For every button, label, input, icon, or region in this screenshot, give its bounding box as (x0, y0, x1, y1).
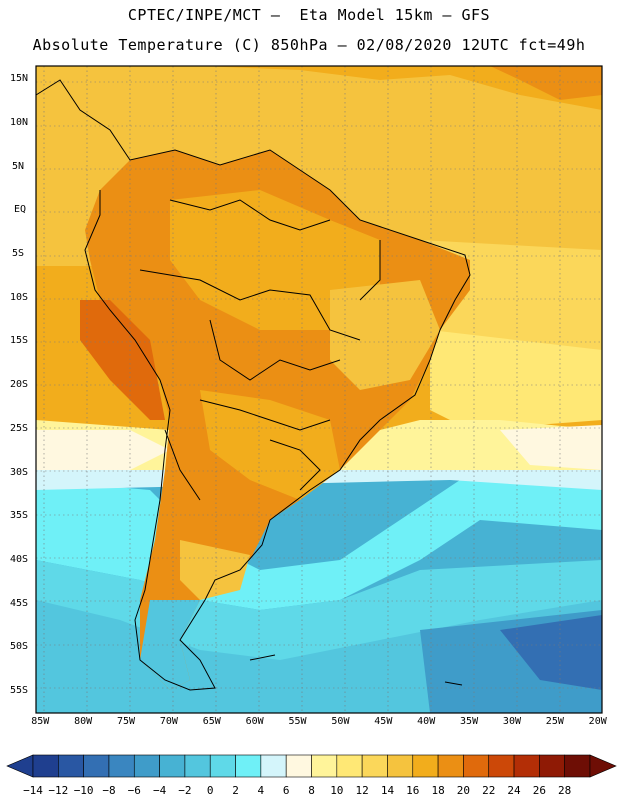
colorbar-tick-label: 0 (206, 784, 214, 797)
colorbar-swatch (260, 754, 287, 778)
colorbar-tick-label: −4 (152, 784, 167, 797)
lat-tick-label: 20S (10, 379, 29, 391)
lat-tick-label: 30S (10, 466, 29, 478)
colorbar-tick-label: −12 (48, 784, 69, 797)
colorbar-tick-label: −14 (23, 784, 43, 797)
lon-tick-label: 50W (331, 716, 350, 727)
colorbar-tick-label: 18 (431, 784, 445, 797)
colorbar-swatch (108, 754, 135, 778)
colorbar-swatch (32, 754, 59, 778)
title-line-2: Absolute Temperature (C) 850hPa – 02/08/… (32, 36, 586, 54)
colorbar-swatch (83, 754, 110, 778)
colorbar-swatch (361, 754, 388, 778)
colorbar-arrow-high (589, 754, 617, 778)
colorbar-swatch (311, 754, 338, 778)
lon-tick-label: 45W (374, 716, 393, 727)
lon-tick-label: 70W (159, 716, 178, 727)
colorbar-tick-label: −10 (73, 784, 94, 797)
colorbar-swatch (285, 754, 312, 778)
colorbar-tick-label: 8 (308, 784, 315, 797)
coastline (35, 79, 471, 691)
lat-tick-label: EQ (14, 204, 27, 216)
colorbar-tick-label: 6 (282, 784, 290, 797)
colorbar-tick-label: 12 (355, 784, 369, 797)
lon-tick-label: 75W (117, 716, 136, 727)
colorbar-swatch (184, 754, 211, 778)
colorbar-swatch (336, 754, 363, 778)
lat-tick-label: 55S (10, 685, 29, 697)
lon-tick-label: 35W (460, 716, 479, 727)
temperature-map (35, 65, 603, 714)
lat-tick-label: 50S (10, 641, 29, 653)
colorbar-tick-label: 10 (330, 784, 344, 797)
colorbar (6, 754, 617, 778)
colorbar-swatch (159, 754, 186, 778)
colorbar-swatch (58, 754, 84, 778)
colorbar-tick-label: −2 (178, 784, 192, 797)
colorbar-swatch (513, 754, 540, 778)
colorbar-tick-label: 14 (380, 784, 395, 797)
colorbar-swatch (488, 754, 515, 778)
colorbar-tick-label: 20 (456, 784, 471, 797)
colorbar-tick-label: 28 (558, 784, 572, 797)
lon-tick-label: 85W (31, 716, 50, 727)
colorbar-swatch (387, 754, 414, 778)
lon-tick-label: 80W (74, 716, 93, 727)
lat-tick-label: 15N (10, 73, 29, 85)
lon-tick-label: 40W (417, 716, 436, 727)
colorbar-tick-label: 2 (232, 784, 239, 797)
lat-tick-label: 10S (10, 291, 29, 303)
lat-tick-label: 35S (10, 510, 29, 522)
lon-tick-label: 25W (545, 716, 564, 727)
colorbar-tick-label: 22 (482, 784, 496, 797)
colorbar-tick-label: 26 (532, 784, 546, 797)
title-line-1: CPTEC/INPE/MCT – Eta Model 15km – GFS (127, 6, 491, 24)
colorbar-swatch (463, 754, 490, 778)
colorbar-swatch (209, 754, 236, 778)
lon-tick-label: 65W (202, 716, 221, 727)
lat-tick-label: 5N (12, 160, 25, 172)
lat-tick-label: 10N (10, 116, 29, 128)
colorbar-swatch (412, 754, 439, 778)
colorbar-swatch (133, 754, 160, 778)
colorbar-tick-label: −8 (102, 784, 116, 797)
lon-tick-label: 60W (245, 716, 264, 727)
colorbar-swatch (437, 754, 464, 778)
colorbar-tick-label: 4 (257, 784, 265, 797)
colorbar-tick-label: 16 (406, 784, 420, 797)
colorbar-swatch (564, 754, 591, 778)
colorbar-swatch (539, 754, 565, 778)
colorbar-arrow-low (6, 754, 34, 778)
map-frame (35, 65, 603, 714)
lon-tick-label: 20W (588, 716, 607, 727)
colorbar-tick-label: 24 (507, 784, 521, 797)
colorbar-tick-label: −6 (127, 784, 141, 797)
lon-tick-label: 30W (502, 716, 521, 727)
lat-tick-label: 5S (12, 247, 25, 259)
lon-tick-label: 55W (288, 716, 307, 727)
lat-tick-label: 25S (10, 422, 29, 434)
lat-tick-label: 45S (10, 597, 29, 609)
colorbar-swatch (235, 754, 262, 778)
lat-tick-label: 40S (10, 553, 29, 565)
lat-tick-label: 15S (10, 335, 29, 347)
